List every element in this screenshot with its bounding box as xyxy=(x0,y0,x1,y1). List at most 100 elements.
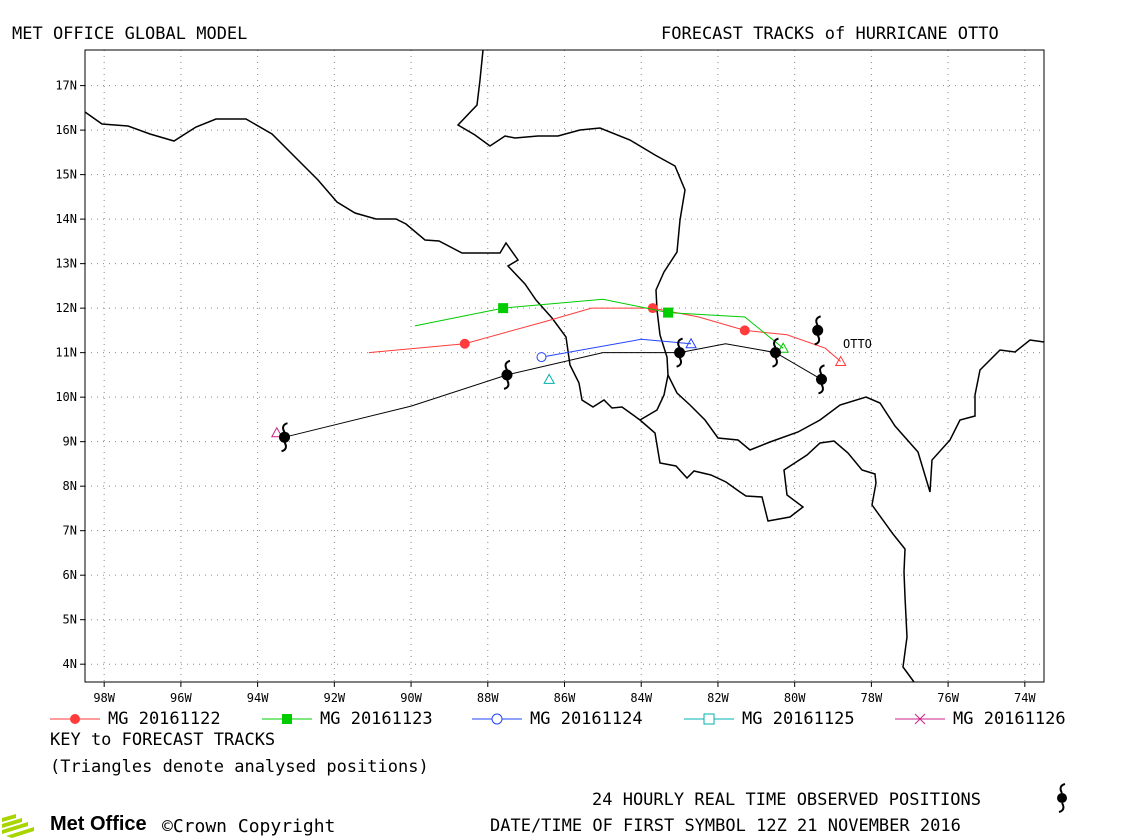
hurricane-arm xyxy=(677,337,683,349)
key-title: KEY to FORECAST TRACKS xyxy=(50,730,276,750)
track-marker xyxy=(647,303,658,314)
x-tick-labels: 98W 96W 94W 92W 90W 88W 86W 84W 82W 80W 78W 76W 74W xyxy=(93,691,1036,705)
observed-track xyxy=(279,315,827,453)
y-tick-label: 17N xyxy=(55,79,77,93)
y-tick-label: 6N xyxy=(63,568,77,582)
observed-track-line xyxy=(284,343,822,438)
hurricane-eye xyxy=(279,431,290,443)
track-marker xyxy=(459,338,470,349)
hurricane-symbol-icon xyxy=(812,315,824,346)
track-marker xyxy=(739,325,750,336)
met-office-logo: Met Office xyxy=(2,810,147,838)
coastline-path xyxy=(456,49,686,421)
track-line xyxy=(414,298,784,349)
legend-swatch-circle-open xyxy=(472,713,522,725)
logo-text: Met Office xyxy=(50,812,147,835)
y-tick-label: 5N xyxy=(63,613,77,627)
analysis-triangle xyxy=(777,342,790,353)
y-tick-label: 13N xyxy=(55,257,77,271)
y-tick-labels: 17N 16N 15N 14N 13N 12N 11N 10N 9N 8N 7N 6N 5N 4N xyxy=(55,79,77,672)
legend-swatch-circle-filled xyxy=(50,714,100,724)
hurricane-eye xyxy=(674,347,686,359)
hurricane-eye xyxy=(816,373,827,385)
track-line xyxy=(368,307,842,362)
right-title: FORECAST TRACKS of HURRICANE OTTO xyxy=(661,24,999,44)
y-tick-label: 10N xyxy=(55,390,77,404)
storm-label: OTTO xyxy=(843,337,872,351)
hurricane-arm xyxy=(773,337,779,349)
track-marker xyxy=(498,303,509,314)
legend-swatch-cross xyxy=(895,713,945,725)
analysis-triangle xyxy=(685,337,697,349)
y-tick-label: 8N xyxy=(63,479,77,493)
grid-lines xyxy=(80,50,1044,687)
analysis-triangle xyxy=(543,373,556,384)
hurricane-eye xyxy=(501,369,513,381)
x-tick-label: 80W xyxy=(784,691,806,705)
legend-swatch-square-open xyxy=(684,713,734,725)
datetime-label: DATE/TIME OF FIRST SYMBOL 12Z 21 NOVEMBE… xyxy=(490,816,961,836)
left-title: MET OFFICE GLOBAL MODEL xyxy=(12,24,248,44)
hurricane-arm xyxy=(814,334,821,346)
x-tick-label: 82W xyxy=(707,691,729,705)
y-tick-label: 15N xyxy=(55,168,77,182)
hurricane-arm xyxy=(815,315,822,326)
x-tick-label: 84W xyxy=(630,691,652,705)
y-tick-label: 4N xyxy=(63,657,77,671)
hurricane-symbol-icon xyxy=(816,364,827,395)
x-tick-label: 98W xyxy=(93,691,115,705)
x-tick-label: 86W xyxy=(554,691,576,705)
hurricane-symbol-icon xyxy=(279,422,290,453)
y-tick-label: 14N xyxy=(55,212,77,226)
x-tick-label: 74W xyxy=(1014,691,1036,705)
y-tick-label: 9N xyxy=(63,435,77,449)
forecast-track-map: 98W 96W 94W 92W 90W 88W 86W 84W 82W 80W 78W 76W 74W … xyxy=(55,49,1045,705)
forecast-tracks xyxy=(270,298,847,438)
map-frame xyxy=(84,49,1045,683)
forecast-track-mg-20161124 xyxy=(536,337,697,363)
hurricane-arm xyxy=(772,357,778,368)
x-tick-label: 90W xyxy=(400,691,422,705)
key-note: (Triangles denote analysed positions) xyxy=(50,757,429,777)
copyright: ©Crown Copyright xyxy=(162,816,336,837)
hurricane-arm xyxy=(819,364,825,375)
x-tick-label: 92W xyxy=(323,691,345,705)
analysis-triangle xyxy=(834,355,847,367)
hurricane-eye xyxy=(770,347,781,359)
analysis-triangle xyxy=(270,426,283,438)
track-line xyxy=(541,338,692,358)
hurricane-symbol-icon xyxy=(770,337,781,368)
legend-item-mg20161126: MG 20161126 xyxy=(895,709,1066,729)
hurricane-arm xyxy=(818,383,824,395)
x-tick-label: 76W xyxy=(937,691,959,705)
hurricane-symbol-icon xyxy=(674,337,686,368)
legend-label: MG 20161125 xyxy=(742,709,855,729)
coastline-path xyxy=(667,339,1045,493)
hurricane-symbol-icon xyxy=(1057,783,1067,813)
hurricane-arm xyxy=(503,379,510,390)
legend-label: MG 20161126 xyxy=(953,709,1066,729)
coastline xyxy=(84,49,1045,683)
hurricane-symbol-icon xyxy=(501,359,513,390)
x-tick-label: 78W xyxy=(861,691,883,705)
hurricane-arm xyxy=(676,357,683,368)
x-tick-label: 94W xyxy=(247,691,269,705)
y-tick-label: 11N xyxy=(55,346,77,360)
legend-swatch-square-filled xyxy=(262,714,312,724)
hurricane-eye xyxy=(812,324,824,336)
y-tick-label: 16N xyxy=(55,123,77,137)
y-tick-label: 7N xyxy=(63,524,77,538)
y-tick-label: 12N xyxy=(55,301,77,315)
legend-label: MG 20161124 xyxy=(530,709,643,729)
legend-label: MG 20161122 xyxy=(108,709,221,729)
hurricane-arm xyxy=(281,441,287,453)
track-marker xyxy=(663,307,674,318)
forecast-track-mg-20161126 xyxy=(270,426,283,438)
x-tick-label: 88W xyxy=(477,691,499,705)
legend-item-mg20161123: MG 20161123 xyxy=(262,709,433,729)
legend-label: MG 20161123 xyxy=(320,709,433,729)
coastline-path xyxy=(84,111,915,683)
legend-item-mg20161125: MG 20161125 xyxy=(684,709,855,729)
track-marker xyxy=(536,352,547,363)
legend-item-mg20161122: MG 20161122 xyxy=(50,709,221,729)
